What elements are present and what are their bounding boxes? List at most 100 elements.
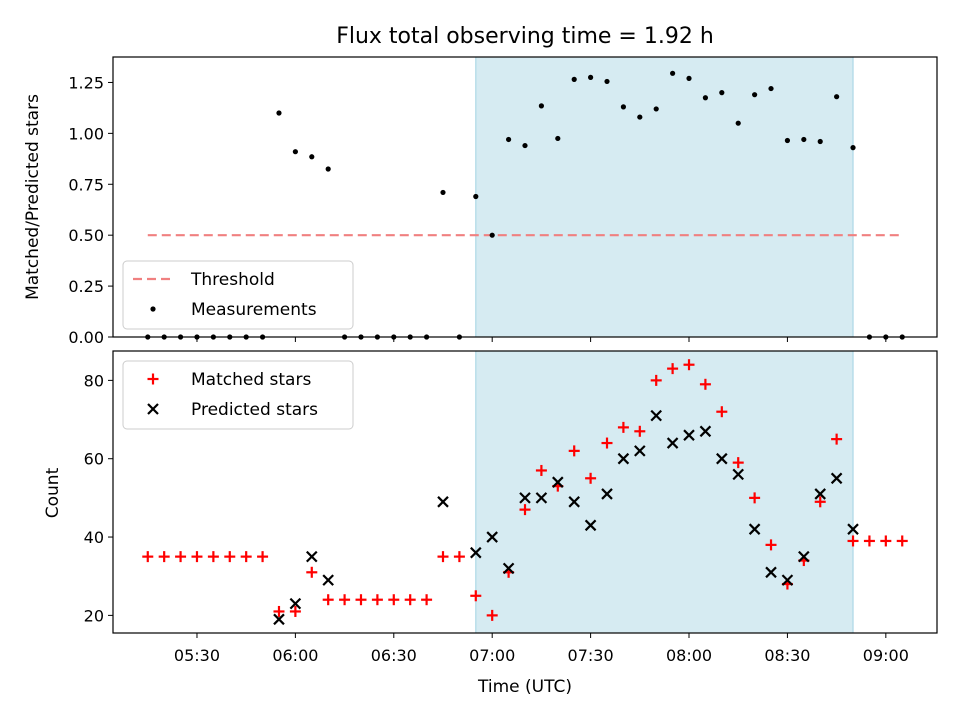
bottom-series1-point-1 [289,597,302,610]
bottom-series1-point-0 [273,613,285,626]
bottom-series1-point-0-b [273,613,285,626]
bottom-y-tick-label-3: 80 [84,371,104,390]
bottom-series1-point-6 [486,531,498,543]
top-series0-point-25 [555,135,561,142]
top-legend: Threshold Measurements [122,260,354,330]
bottom-series1-point-7-b [502,562,515,575]
bottom-series0-point-11 [322,594,334,606]
bottom-series0-point-27 [585,472,597,484]
top-legend-swatch-1 [150,306,156,312]
top-series0-point-34 [702,95,709,101]
x-tick-label-6: 08:30 [764,646,810,665]
bottom-series1-point-18-b [683,429,695,441]
bottom-series0-point-4 [207,551,219,563]
bottom-series1-point-17-b [666,437,679,449]
bottom-series1-point-21 [732,468,744,481]
bottom-y-axis-label: Count [43,467,63,518]
top-y-tick-label-4: 1.00 [68,124,104,143]
bottom-series0-point-13 [355,594,367,606]
top-series0-point-33 [686,75,692,81]
bottom-observing-span [475,351,854,633]
bottom-series1-point-3-b [322,574,334,586]
bottom-series1-point-9-b [535,492,548,504]
bottom-series0-point-8 [273,605,285,617]
bottom-series0-point-42 [831,433,843,445]
bottom-series1-point-14-b [617,452,630,465]
bottom-legend-swatch-1-b [147,403,159,415]
top-series0-point-39 [784,137,791,144]
bottom-series1-point-8-b [519,492,531,504]
top-series0-point-29 [620,104,627,110]
bottom-series1-point-5-b [470,546,482,559]
bottom-series0-point-17 [421,594,433,606]
bottom-series1-point-27-b [830,472,843,485]
top-series0-point-22 [505,136,512,143]
bottom-series0-point-32 [667,363,679,375]
top-series0-point-28 [604,78,610,85]
bottom-series0-point-31 [650,374,662,386]
top-y-tick-label-5: 1.25 [68,73,104,92]
bottom-series1-point-23 [765,566,777,579]
bottom-legend-label-1: Predicted stars [191,400,318,420]
top-series0-point-35 [719,90,725,96]
bottom-series0-point-19 [453,551,465,563]
top-series0-point-9 [292,149,298,155]
bottom-legend-swatch-0 [147,373,159,385]
figure-title: Flux total observing time = 1.92 h [336,24,714,49]
top-series0-point-27 [588,74,594,80]
bottom-series1-point-16-b [650,409,662,422]
bottom-y-tick-label-2: 60 [84,450,104,469]
bottom-legend-swatch-1 [147,403,159,415]
top-y-tick-label-0: 0.00 [68,328,104,347]
bottom-series1-point-20-b [716,452,728,465]
bottom-series0-point-15 [388,594,400,606]
bottom-series1-point-23-b [765,566,777,579]
bottom-series1-point-28 [847,523,859,535]
bottom-series0-point-2 [175,551,187,563]
top-series0-point-37 [752,92,758,98]
bottom-series0-point-12 [339,594,351,606]
top-series0-point-24 [538,103,545,109]
bottom-series1-point-27 [830,472,843,485]
bottom-series0-point-44 [863,535,875,547]
bottom-series1-point-25-b [798,550,810,563]
bottom-series0-point-5 [224,551,236,563]
bottom-series1-point-11-b [568,496,580,508]
bottom-series0-point-20 [470,590,482,602]
bottom-series0-point-43 [847,535,859,547]
bottom-series0-point-30 [634,425,646,437]
x-tick-label-4: 07:30 [568,646,614,665]
bottom-series1-point-26-b [814,488,827,500]
bottom-axes-frame [112,350,938,634]
top-legend-label-0: Threshold [190,270,275,290]
bottom-series1-point-17 [666,437,679,449]
top-series0-point-41 [817,138,823,145]
top-series0-point-40 [801,136,807,143]
bottom-series1-point-4 [437,496,449,508]
x-tick-label-5: 08:00 [666,646,712,665]
bottom-legend-box [122,360,354,430]
top-series0-point-26 [571,76,577,82]
top-axes-frame [112,56,938,338]
bottom-series0-point-37 [749,492,761,504]
bottom-series1-point-24 [781,574,794,586]
top-plot: 0.00 0.25 0.50 0.75 1.00 1.25 Threshold Measure… [68,56,938,347]
top-series0-point-23 [522,142,528,149]
bottom-series0-point-36 [732,457,744,469]
bottom-series1-point-7 [502,562,515,575]
bottom-series1-point-24-b [781,574,794,586]
top-series0-point-36 [735,120,741,126]
bottom-series1-point-5 [470,546,482,559]
bottom-series0-point-16 [404,594,416,606]
x-tick-label-0: 05:30 [174,646,220,665]
bottom-series1-point-28-b [847,523,859,535]
bottom-series1-point-15 [634,445,646,457]
bottom-series1-point-16 [650,409,662,422]
bottom-series0-point-29 [617,421,629,433]
bottom-y-tick-label-0: 20 [84,606,104,625]
bottom-series1-point-14 [617,452,630,465]
bottom-series1-point-19 [699,425,712,438]
top-series0-point-42 [834,94,840,100]
bottom-series0-point-6 [240,551,252,563]
